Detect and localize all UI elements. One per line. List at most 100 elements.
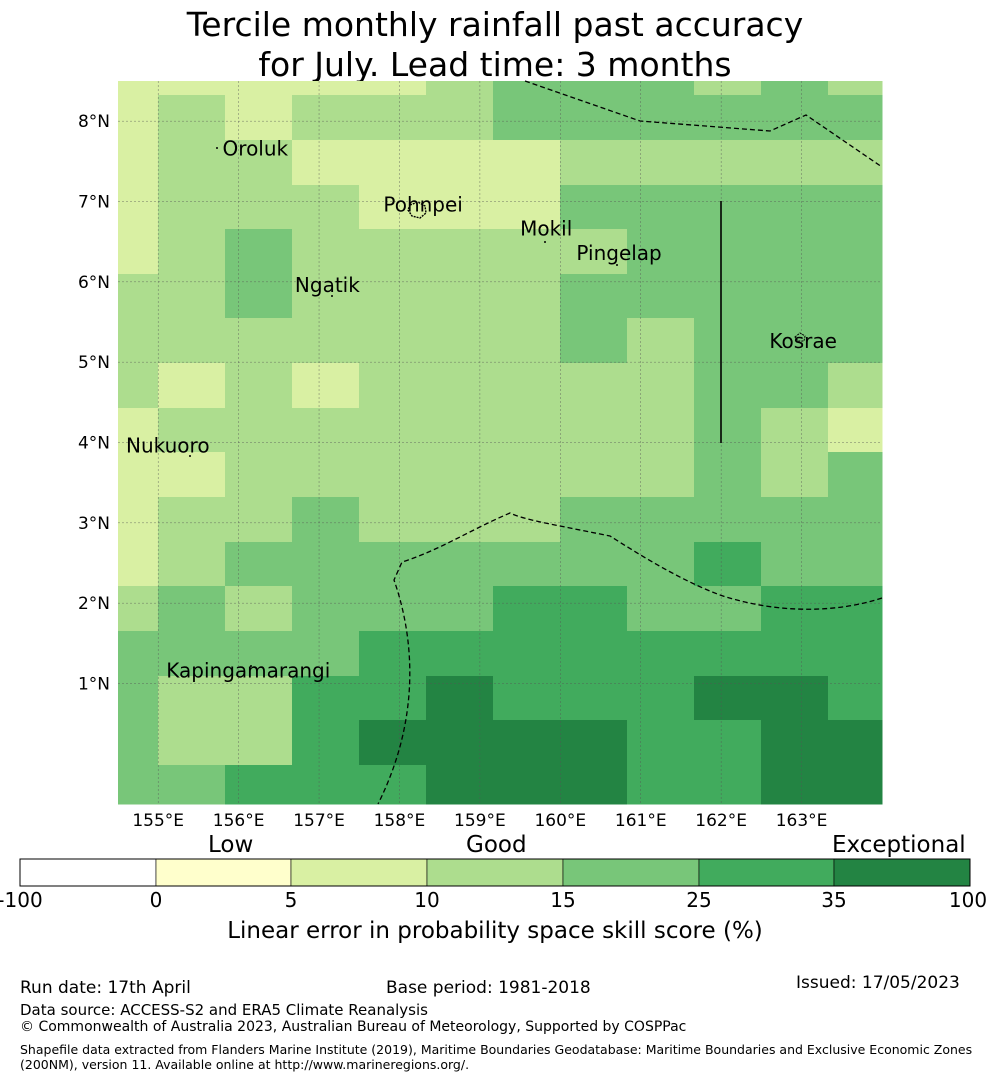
grid-cell [158,274,226,319]
grid-cell [560,185,628,230]
data-source: Data source: ACCESS-S2 and ERA5 Climate … [20,1001,428,1019]
grid-cell [828,318,883,364]
grid-cell [560,408,628,453]
x-tick-label: 159°E [454,811,506,831]
x-tick-label: 155°E [132,811,184,831]
place-label: Ngatik [295,273,360,297]
grid-cell [225,542,293,587]
grid-cell [426,586,494,632]
grid-cell [225,452,293,498]
grid-cell [158,95,226,141]
grid-cell [426,229,494,275]
grid-cell [828,95,883,141]
atoll-dot [250,665,252,667]
y-tick-label: 5°N [78,353,110,373]
atoll-dot [331,295,333,297]
grid-cell [118,95,159,141]
grid-cell [560,542,628,587]
colorbar-tick: 35 [821,888,847,912]
grid-cell [292,586,360,632]
grid-cell [493,720,561,766]
atoll-dot [216,147,218,149]
grid-cell [158,81,226,96]
grid-cell [292,318,360,364]
place-label: Pingelap [576,241,661,265]
grid-cell [828,720,883,766]
grid-cell [694,631,762,677]
grid-cell [225,229,293,275]
x-tick-label: 162°E [695,811,747,831]
grid-cell [627,229,695,275]
grid-cell [761,95,829,141]
grid-cell [828,497,883,543]
grid-cell [359,452,427,498]
grid-cell [292,720,360,766]
grid-cell [828,363,883,409]
grid-cell [828,229,883,275]
grid-cell [292,408,360,453]
category-good: Good [466,832,527,858]
grid-cell [426,542,494,587]
grid-cell [225,185,293,230]
grid-cell [828,765,883,805]
colorbar-frame [19,858,971,887]
grid-cell [158,140,226,186]
colorbar-title: Linear error in probability space skill … [227,918,763,944]
grid-cell [359,542,427,587]
grid-cell [292,363,360,409]
grid-cell [560,81,628,96]
grid-cell [225,318,293,364]
grid-cell [225,363,293,409]
place-label: Mokil [520,217,572,241]
grid-cell [493,542,561,587]
grid-cell [158,229,226,275]
grid-cell [426,81,494,96]
y-tick-label: 4°N [78,434,110,454]
grid-cell [493,586,561,632]
grid-cell [118,765,159,805]
map-title: Tercile monthly rainfall past accuracy f… [0,5,990,85]
grid-cell [426,318,494,364]
grid-cell [426,452,494,498]
place-label: Kosrae [769,329,837,353]
grid-cell [225,95,293,141]
island-markers [189,147,806,667]
grid-cell [560,631,628,677]
grid-cell [118,497,159,543]
grid-cell [560,497,628,543]
grid-cell [118,586,159,632]
place-label: Oroluk [223,136,289,160]
grid-cell [560,363,628,409]
grid-cell [292,765,360,805]
grid-cell [493,185,561,230]
grid-cell [118,720,159,766]
grid-cell [694,274,762,319]
grid-cell [493,631,561,677]
grid-cell [560,586,628,632]
grid-cell [158,631,226,677]
grid-cell [359,229,427,275]
grid-cell [761,229,829,275]
grid-cell [694,497,762,543]
grid-cell [694,318,762,364]
grid-cell [694,140,762,186]
grid-cell [627,497,695,543]
grid-cell [118,408,159,453]
grid-cell [694,185,762,230]
grid-cell [118,140,159,186]
colorbar-segment [290,858,428,887]
grid-cell [158,408,226,453]
grid-cell [158,318,226,364]
grid-cell [627,274,695,319]
grid-cell [694,95,762,141]
grid-cell [828,408,883,453]
grid-cell [560,274,628,319]
grid-cell [560,452,628,498]
grid-cell [292,140,360,186]
grid-cell [225,720,293,766]
grid-cell [828,274,883,319]
grid-cell [292,81,360,96]
colorbar-segment [833,858,971,887]
grid-cell [426,95,494,141]
